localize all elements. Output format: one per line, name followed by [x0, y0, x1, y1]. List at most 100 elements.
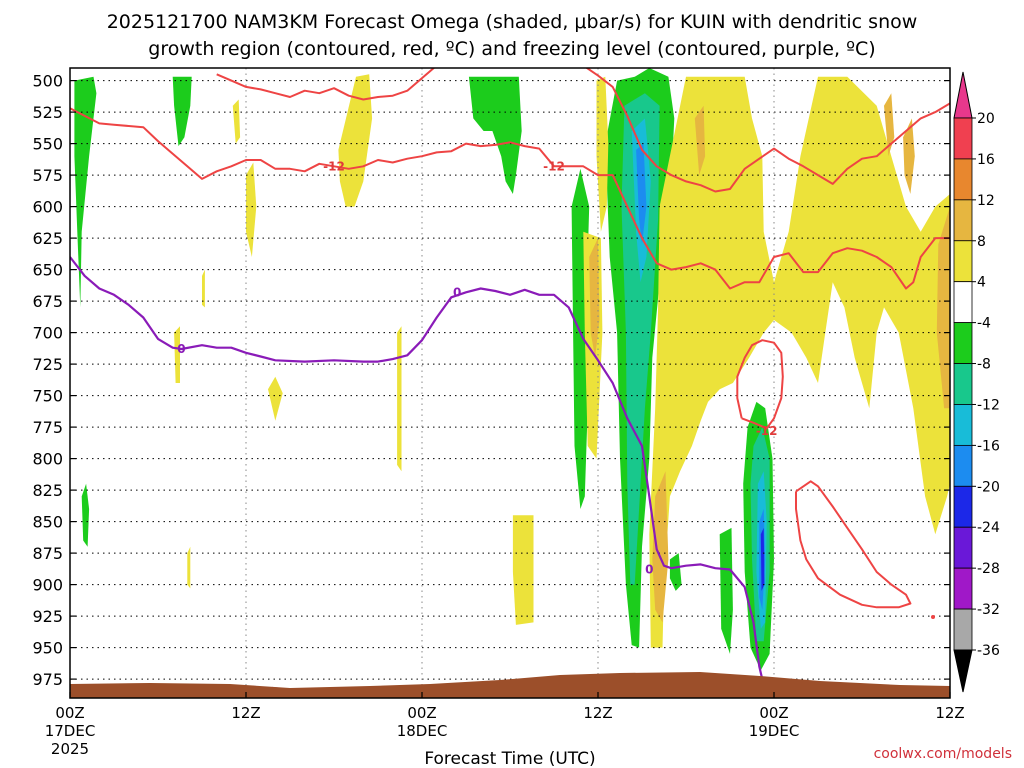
colorbar-bin	[953, 608, 973, 651]
dgz-contour-line	[795, 480, 912, 609]
contours	[70, 68, 950, 692]
omega-shade-region	[81, 483, 90, 547]
dgz-contour-line	[585, 68, 950, 193]
colorbar-label: -16	[977, 438, 1000, 454]
x-tick-label: 00Z	[759, 704, 788, 722]
colorbar-label: -4	[977, 316, 991, 332]
colorbar-label: -28	[977, 561, 1000, 577]
contour-label: 0	[645, 562, 653, 576]
dgz-contour-line	[216, 68, 436, 101]
omega-shade-region	[669, 553, 682, 591]
omega-shade-region	[397, 326, 402, 472]
omega-shade-region	[268, 376, 283, 421]
y-tick-label: 975	[32, 670, 63, 689]
x-tick-label: 12Z	[231, 704, 260, 722]
omega-shading	[74, 68, 950, 671]
omega-shade-region	[649, 76, 950, 648]
contour-label: -12	[756, 424, 778, 438]
x-tick-label: 00Z	[407, 704, 436, 722]
contour-labels: -12 -12 -12 0 0 0	[177, 159, 778, 576]
colorbar-bin	[953, 567, 973, 610]
y-tick-label: 550	[32, 135, 63, 154]
y-tick-label: 775	[32, 418, 63, 437]
terrain-ground	[70, 672, 950, 698]
y-tick-label: 500	[32, 72, 63, 91]
colorbar-bin	[953, 322, 973, 364]
gridlines	[70, 68, 950, 698]
y-tick-label: 750	[32, 387, 63, 406]
y-tick-label: 850	[32, 513, 63, 532]
plot-area: -12 -12 -12 0 0 0	[69, 67, 951, 699]
omega-shade-region	[338, 74, 373, 207]
colorbar-bin	[953, 281, 973, 324]
omega-shade-region	[589, 238, 600, 358]
colorbar-label: -8	[977, 357, 991, 373]
omega-shade-region	[187, 546, 191, 589]
colorbar-bin	[953, 363, 973, 405]
y-tick-label: 875	[32, 544, 63, 563]
omega-shade-region	[174, 326, 180, 383]
contour-label: 0	[453, 285, 461, 299]
colorbar: 20 16 12 8 4 -4 -8 -12 -16 -20 -24 -28 -32 -36	[953, 71, 1000, 693]
colorbar-label: 20	[977, 111, 995, 127]
y-tick-label: 575	[32, 166, 63, 185]
credit-text: coolwx.com/models	[874, 746, 1012, 762]
colorbar-label: -12	[977, 397, 1000, 413]
dgz-contour-line	[736, 339, 784, 430]
colorbar-label: 4	[977, 275, 986, 291]
y-tick-label: 600	[32, 198, 63, 217]
colorbar-label: 8	[977, 234, 986, 250]
omega-shade-region	[468, 76, 522, 194]
y-tick-label: 625	[32, 229, 63, 248]
colorbar-bin	[953, 444, 973, 487]
colorbar-top-arrow	[953, 71, 973, 119]
colorbar-bin	[953, 199, 973, 242]
contour-label: 0	[177, 342, 185, 356]
omega-shade-region	[232, 99, 241, 144]
y-tick-label: 675	[32, 292, 63, 311]
chart-title-line1: 2025121700 NAM3KM Forecast Omega (shaded…	[107, 11, 918, 33]
x-tick-label: 12Z	[583, 704, 612, 722]
dgz-contour-dot	[931, 615, 935, 619]
x-axis-label: Forecast Time (UTC)	[424, 749, 595, 768]
y-tick-label: 725	[32, 355, 63, 374]
omega-shade-region	[512, 515, 534, 625]
omega-shade-region	[636, 143, 647, 245]
x-tick-date: 19DEC	[749, 722, 800, 740]
colorbar-bin	[953, 240, 973, 283]
x-tick-date: 17DEC	[45, 722, 96, 740]
x-tick-date: 18DEC	[397, 722, 448, 740]
omega-shade-region	[74, 76, 97, 308]
x-tick-label: 12Z	[935, 704, 964, 722]
colorbar-label: 12	[977, 193, 995, 209]
freezing-level-line	[70, 256, 765, 686]
y-tick-label: 525	[32, 103, 63, 122]
dgz-contour-line	[70, 107, 950, 290]
omega-shade-region	[202, 269, 205, 308]
colorbar-bottom-arrow	[953, 649, 973, 693]
x-tick-label: 00Z	[55, 704, 84, 722]
plot-frame	[69, 67, 951, 699]
colorbar-label: -36	[977, 643, 1000, 659]
y-tick-label: 700	[32, 324, 63, 343]
colorbar-label: 16	[977, 152, 995, 168]
omega-shade-region	[694, 105, 706, 176]
omega-shade-region	[596, 76, 609, 232]
colorbar-label: -24	[977, 520, 1000, 536]
colorbar-bin	[953, 404, 973, 446]
y-tick-label: 925	[32, 607, 63, 626]
omega-shade-region	[760, 527, 765, 591]
y-tick-label: 900	[32, 576, 63, 595]
contour-label: -12	[323, 159, 345, 173]
omega-shade-region	[719, 527, 733, 654]
colorbar-bin	[953, 485, 973, 528]
x-tick-year: 2025	[51, 740, 89, 758]
colorbar-label: -20	[977, 479, 1000, 495]
y-tick-label: 825	[32, 481, 63, 500]
colorbar-label: -32	[977, 602, 1000, 618]
omega-shade-region	[936, 206, 950, 409]
omega-shade-region	[884, 93, 895, 157]
omega-shade-region	[172, 76, 192, 147]
omega-shade-region	[246, 162, 257, 257]
